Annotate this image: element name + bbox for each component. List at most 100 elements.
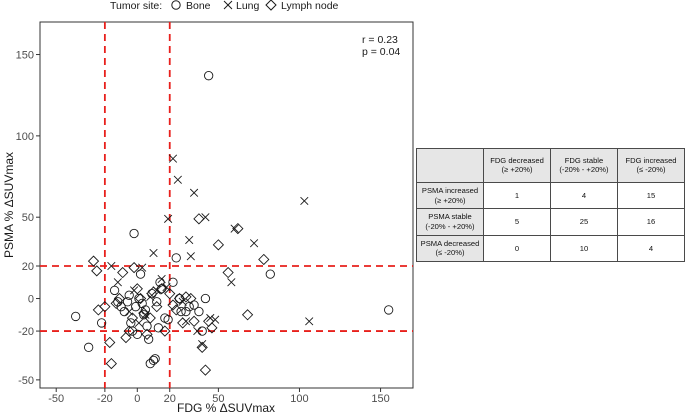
bone-point bbox=[148, 355, 159, 365]
lung-point bbox=[300, 196, 309, 206]
lung-point bbox=[138, 263, 147, 272]
lung-point bbox=[168, 154, 178, 163]
bone-point bbox=[155, 277, 165, 287]
bone-point bbox=[96, 318, 107, 328]
x-tick-label: 0 bbox=[134, 393, 140, 405]
lymph-node-point bbox=[123, 325, 135, 337]
lung-point bbox=[185, 235, 194, 245]
bone-point bbox=[197, 326, 207, 336]
lymph-node-point bbox=[188, 315, 200, 327]
bone-point bbox=[152, 297, 162, 307]
lung-point bbox=[157, 274, 166, 284]
bone-point bbox=[384, 305, 394, 315]
table-cell: 4 bbox=[550, 181, 618, 210]
lymph-node-point bbox=[110, 297, 122, 310]
legend: Tumor site: Bone Lung Lymph node bbox=[110, 0, 339, 12]
bone-point bbox=[122, 297, 133, 307]
contingency-table: FDG decreased (≥ +20%) FDG stable (-20% - … bbox=[416, 148, 685, 263]
lung-point bbox=[178, 297, 187, 306]
lung-point bbox=[227, 278, 236, 287]
lymph-node-point bbox=[222, 266, 234, 279]
bone-point bbox=[181, 306, 191, 317]
lymph-node-point bbox=[241, 309, 254, 321]
x-tick-label: -20 bbox=[97, 393, 113, 405]
lymph-node-point bbox=[203, 315, 215, 327]
table-row-header: PSMA increased (≥ +20%) bbox=[416, 181, 484, 210]
table-cell: 4 bbox=[617, 234, 685, 263]
y-tick-label: 20 bbox=[22, 261, 34, 273]
row-sublabel: (-20% - +20%) bbox=[425, 221, 475, 231]
lymph-node-point bbox=[206, 322, 218, 334]
row-sublabel: (≥ +20%) bbox=[434, 195, 466, 205]
bone-point bbox=[71, 311, 81, 322]
bone-point bbox=[204, 71, 214, 81]
lymph-node-point bbox=[185, 292, 197, 305]
lymph-node-point bbox=[258, 253, 270, 266]
plot-panel-border bbox=[39, 21, 414, 389]
lymph-node-point bbox=[170, 304, 182, 316]
lymph-node-point bbox=[144, 312, 156, 324]
lung-point bbox=[149, 248, 158, 258]
table-cell: 0 bbox=[483, 234, 551, 263]
y-tick-label: 50 bbox=[22, 212, 34, 224]
lymph-node-point bbox=[134, 292, 147, 305]
x-tick-label: 150 bbox=[371, 393, 389, 405]
bone-point bbox=[131, 302, 141, 312]
table-header-text: FDG stable bbox=[564, 155, 604, 165]
table-header-fdg-decreased: FDG decreased (≥ +20%) bbox=[483, 148, 551, 183]
bone-point bbox=[174, 293, 185, 304]
table-row-psma-decreased: PSMA decreased (≤ -20%) 0 10 4 bbox=[416, 234, 685, 263]
legend-cross-icon bbox=[223, 0, 233, 10]
lung-point bbox=[163, 214, 173, 223]
table-cell: 16 bbox=[617, 208, 685, 236]
table-header-text: FDG decreased bbox=[490, 155, 544, 165]
bone-point bbox=[145, 358, 155, 369]
y-tick-label: 0 bbox=[28, 294, 34, 306]
row-label: PSMA decreased bbox=[420, 238, 480, 248]
bone-point bbox=[147, 289, 157, 299]
table-corner-cell bbox=[416, 148, 484, 183]
bone-point bbox=[134, 293, 144, 304]
table-cell: 1 bbox=[483, 181, 551, 210]
legend-diamond-icon bbox=[265, 0, 277, 11]
correlation-r: r = 0.23 bbox=[362, 34, 398, 46]
table-cell: 25 bbox=[550, 208, 618, 236]
legend-label-lung: Lung bbox=[236, 0, 260, 12]
table-header-subtext: (≤ -20%) bbox=[636, 165, 666, 175]
lymph-node-point bbox=[155, 283, 168, 295]
bone-point bbox=[265, 269, 275, 279]
lymph-node-point bbox=[126, 312, 139, 324]
correlation-p: p = 0.04 bbox=[362, 46, 400, 58]
bone-point bbox=[156, 284, 167, 294]
lung-point bbox=[113, 278, 122, 287]
table-header-fdg-increased: FDG increased (≤ -20%) bbox=[617, 148, 685, 183]
table-cell: 10 bbox=[550, 234, 618, 263]
lymph-node-point bbox=[141, 328, 153, 340]
lymph-node-point bbox=[104, 336, 116, 349]
legend-circle-icon bbox=[171, 0, 181, 10]
y-axis-title: PSMA % ΔSUVmax bbox=[2, 152, 16, 258]
lymph-node-point bbox=[177, 317, 189, 329]
lung-point bbox=[173, 175, 182, 184]
bone-point bbox=[168, 277, 178, 287]
lymph-node-point bbox=[91, 265, 103, 277]
bone-point bbox=[163, 315, 173, 325]
table-header-text: FDG increased bbox=[625, 155, 677, 165]
lymph-node-point bbox=[212, 239, 225, 251]
bone-point bbox=[194, 306, 204, 317]
table-row-psma-stable: PSMA stable (-20% - +20%) 5 25 16 bbox=[416, 208, 685, 236]
lung-point bbox=[249, 239, 259, 248]
lung-point bbox=[186, 252, 195, 261]
legend-label-lymph-node: Lymph node bbox=[281, 0, 339, 12]
lymph-node-point bbox=[138, 307, 150, 319]
lymph-node-point bbox=[232, 222, 244, 235]
legend-label-bone: Bone bbox=[186, 0, 211, 12]
legend-title: Tumor site: bbox=[110, 0, 162, 12]
lymph-node-point bbox=[173, 292, 186, 305]
bone-point bbox=[126, 318, 136, 328]
lung-point bbox=[107, 261, 116, 271]
x-tick-label: 20 bbox=[164, 393, 176, 405]
lung-point bbox=[230, 224, 239, 233]
bone-point bbox=[142, 321, 152, 331]
